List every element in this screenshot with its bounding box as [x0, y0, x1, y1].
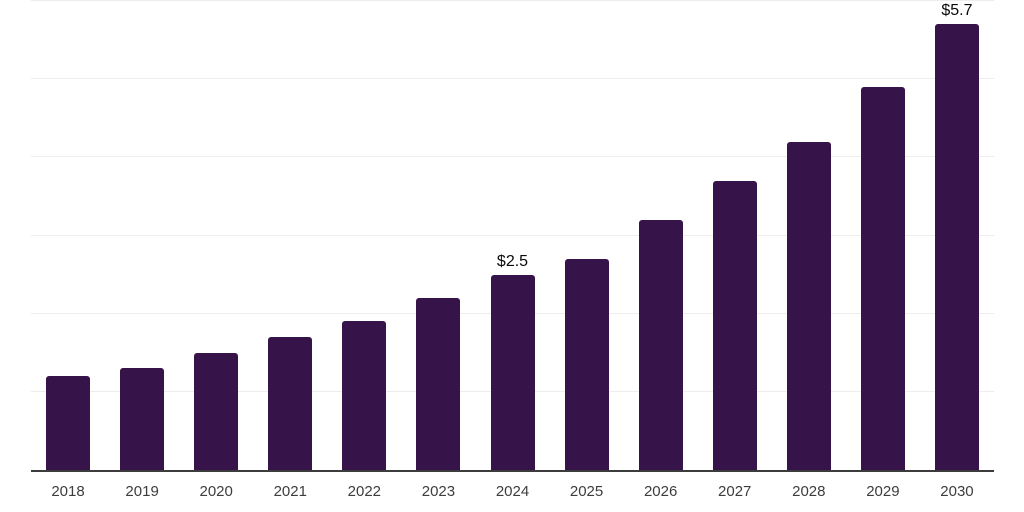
bar-2019 — [120, 368, 165, 470]
bar-2020 — [194, 352, 239, 470]
x-tick-label-2019: 2019 — [125, 483, 159, 500]
x-tick-label-2023: 2023 — [421, 483, 456, 500]
bar-2024 — [490, 274, 535, 470]
gridline — [31, 0, 994, 1]
bar-2027 — [712, 180, 757, 470]
x-tick-label-2027: 2027 — [718, 483, 752, 500]
plot-area: $2.5 $5.7 — [31, 0, 994, 472]
bar-2030 — [934, 24, 979, 470]
x-tick-label-2020: 2020 — [199, 483, 233, 500]
x-tick-label-2025: 2025 — [569, 483, 604, 500]
x-tick-label-2026: 2026 — [643, 483, 678, 500]
x-tick-label-2018: 2018 — [51, 483, 85, 500]
bar-2018 — [46, 376, 91, 470]
bar-2022 — [342, 321, 387, 470]
bar-2029 — [860, 86, 905, 470]
bar-value-label: $2.5 — [496, 252, 529, 270]
x-tick-label-2021: 2021 — [273, 483, 307, 500]
bar-2023 — [416, 298, 461, 470]
x-tick-label-2022: 2022 — [347, 483, 382, 500]
x-tick-label-2028: 2028 — [792, 483, 826, 500]
gridline — [31, 156, 994, 158]
gridline — [31, 78, 994, 80]
x-tick-label-2024: 2024 — [495, 483, 530, 500]
x-tick-label-2029: 2029 — [866, 483, 900, 500]
bar-2021 — [268, 337, 313, 470]
gridline — [31, 234, 994, 236]
x-tick-label-2030: 2030 — [940, 483, 974, 500]
bar-value-label: $5.7 — [941, 2, 973, 20]
bar-2026 — [638, 219, 683, 470]
x-axis: 2018 2019 2020 2021 2022 2023 2024 2025 2026 2027… — [31, 484, 994, 504]
bar-2025 — [564, 258, 609, 470]
bar-2028 — [786, 141, 831, 470]
